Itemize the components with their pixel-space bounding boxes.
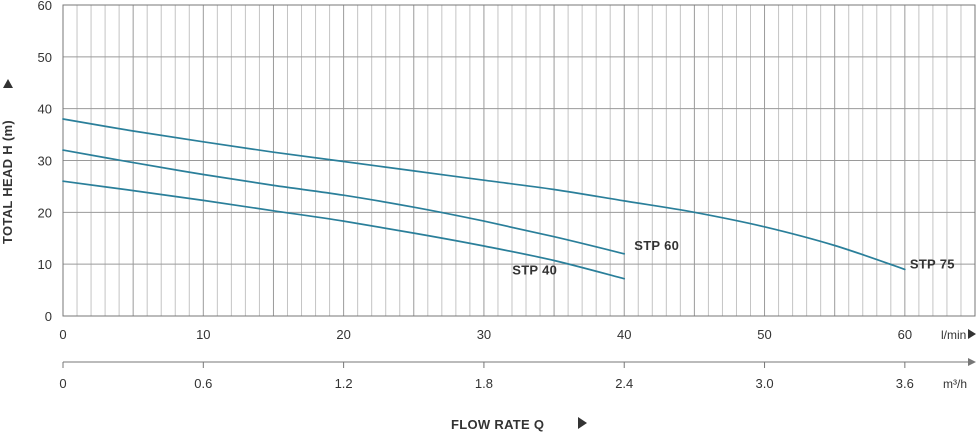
secondary-x-tick-label: 0.6 xyxy=(194,376,212,391)
secondary-x-unit-label: m³/h xyxy=(943,377,967,391)
curve-stp-40 xyxy=(62,180,626,280)
x-tick-label: 50 xyxy=(757,327,771,342)
y-tick-label: 0 xyxy=(45,309,52,324)
secondary-x-tick-label: 3.0 xyxy=(755,376,773,391)
y-axis-title-arrow xyxy=(3,79,13,88)
y-tick-label: 20 xyxy=(38,205,52,220)
curves xyxy=(62,118,906,280)
x-tick-label: 30 xyxy=(477,327,491,342)
y-tick-labels: 0 10 20 30 40 50 60 xyxy=(38,0,52,324)
x-tick-label: 40 xyxy=(617,327,631,342)
x-axis-title-arrow xyxy=(578,417,587,429)
x-axis-title: FLOW RATE Q xyxy=(451,417,544,432)
secondary-x-tick-label: 1.2 xyxy=(335,376,353,391)
x-axis-arrow-top xyxy=(968,329,976,339)
secondary-x-tick-label: 2.4 xyxy=(615,376,633,391)
y-tick-label: 30 xyxy=(38,154,52,169)
y-tick-label: 60 xyxy=(38,0,52,13)
plot-grid xyxy=(63,5,975,316)
series-labels: STP 40 STP 60 STP 75 xyxy=(512,238,955,278)
y-axis-title: TOTAL HEAD H (m) xyxy=(0,120,15,244)
series-label: STP 60 xyxy=(634,238,679,253)
x-tick-label: 20 xyxy=(336,327,350,342)
series-label: STP 75 xyxy=(910,256,955,271)
x-tick-label: 0 xyxy=(59,327,66,342)
x-unit-label: l/min xyxy=(941,328,966,342)
secondary-x-tick-label: 0 xyxy=(59,376,66,391)
y-tick-label: 10 xyxy=(38,257,52,272)
y-tick-label: 50 xyxy=(38,50,52,65)
curve-stp-75 xyxy=(62,118,906,271)
series-label: STP 40 xyxy=(512,263,557,278)
x-tick-label: 10 xyxy=(196,327,210,342)
x-tick-labels: 0 10 20 30 40 50 60 xyxy=(59,327,912,342)
secondary-x-tick-labels: 0 0.6 1.2 1.8 2.4 3.0 3.6 xyxy=(59,362,914,391)
plot-frame xyxy=(62,4,976,317)
secondary-x-tick-label: 3.6 xyxy=(896,376,914,391)
y-tick-label: 40 xyxy=(38,102,52,117)
x-tick-label: 60 xyxy=(898,327,912,342)
secondary-x-axis-arrow xyxy=(968,358,976,366)
curve-stp-60 xyxy=(62,149,626,255)
secondary-x-tick-label: 1.8 xyxy=(475,376,493,391)
